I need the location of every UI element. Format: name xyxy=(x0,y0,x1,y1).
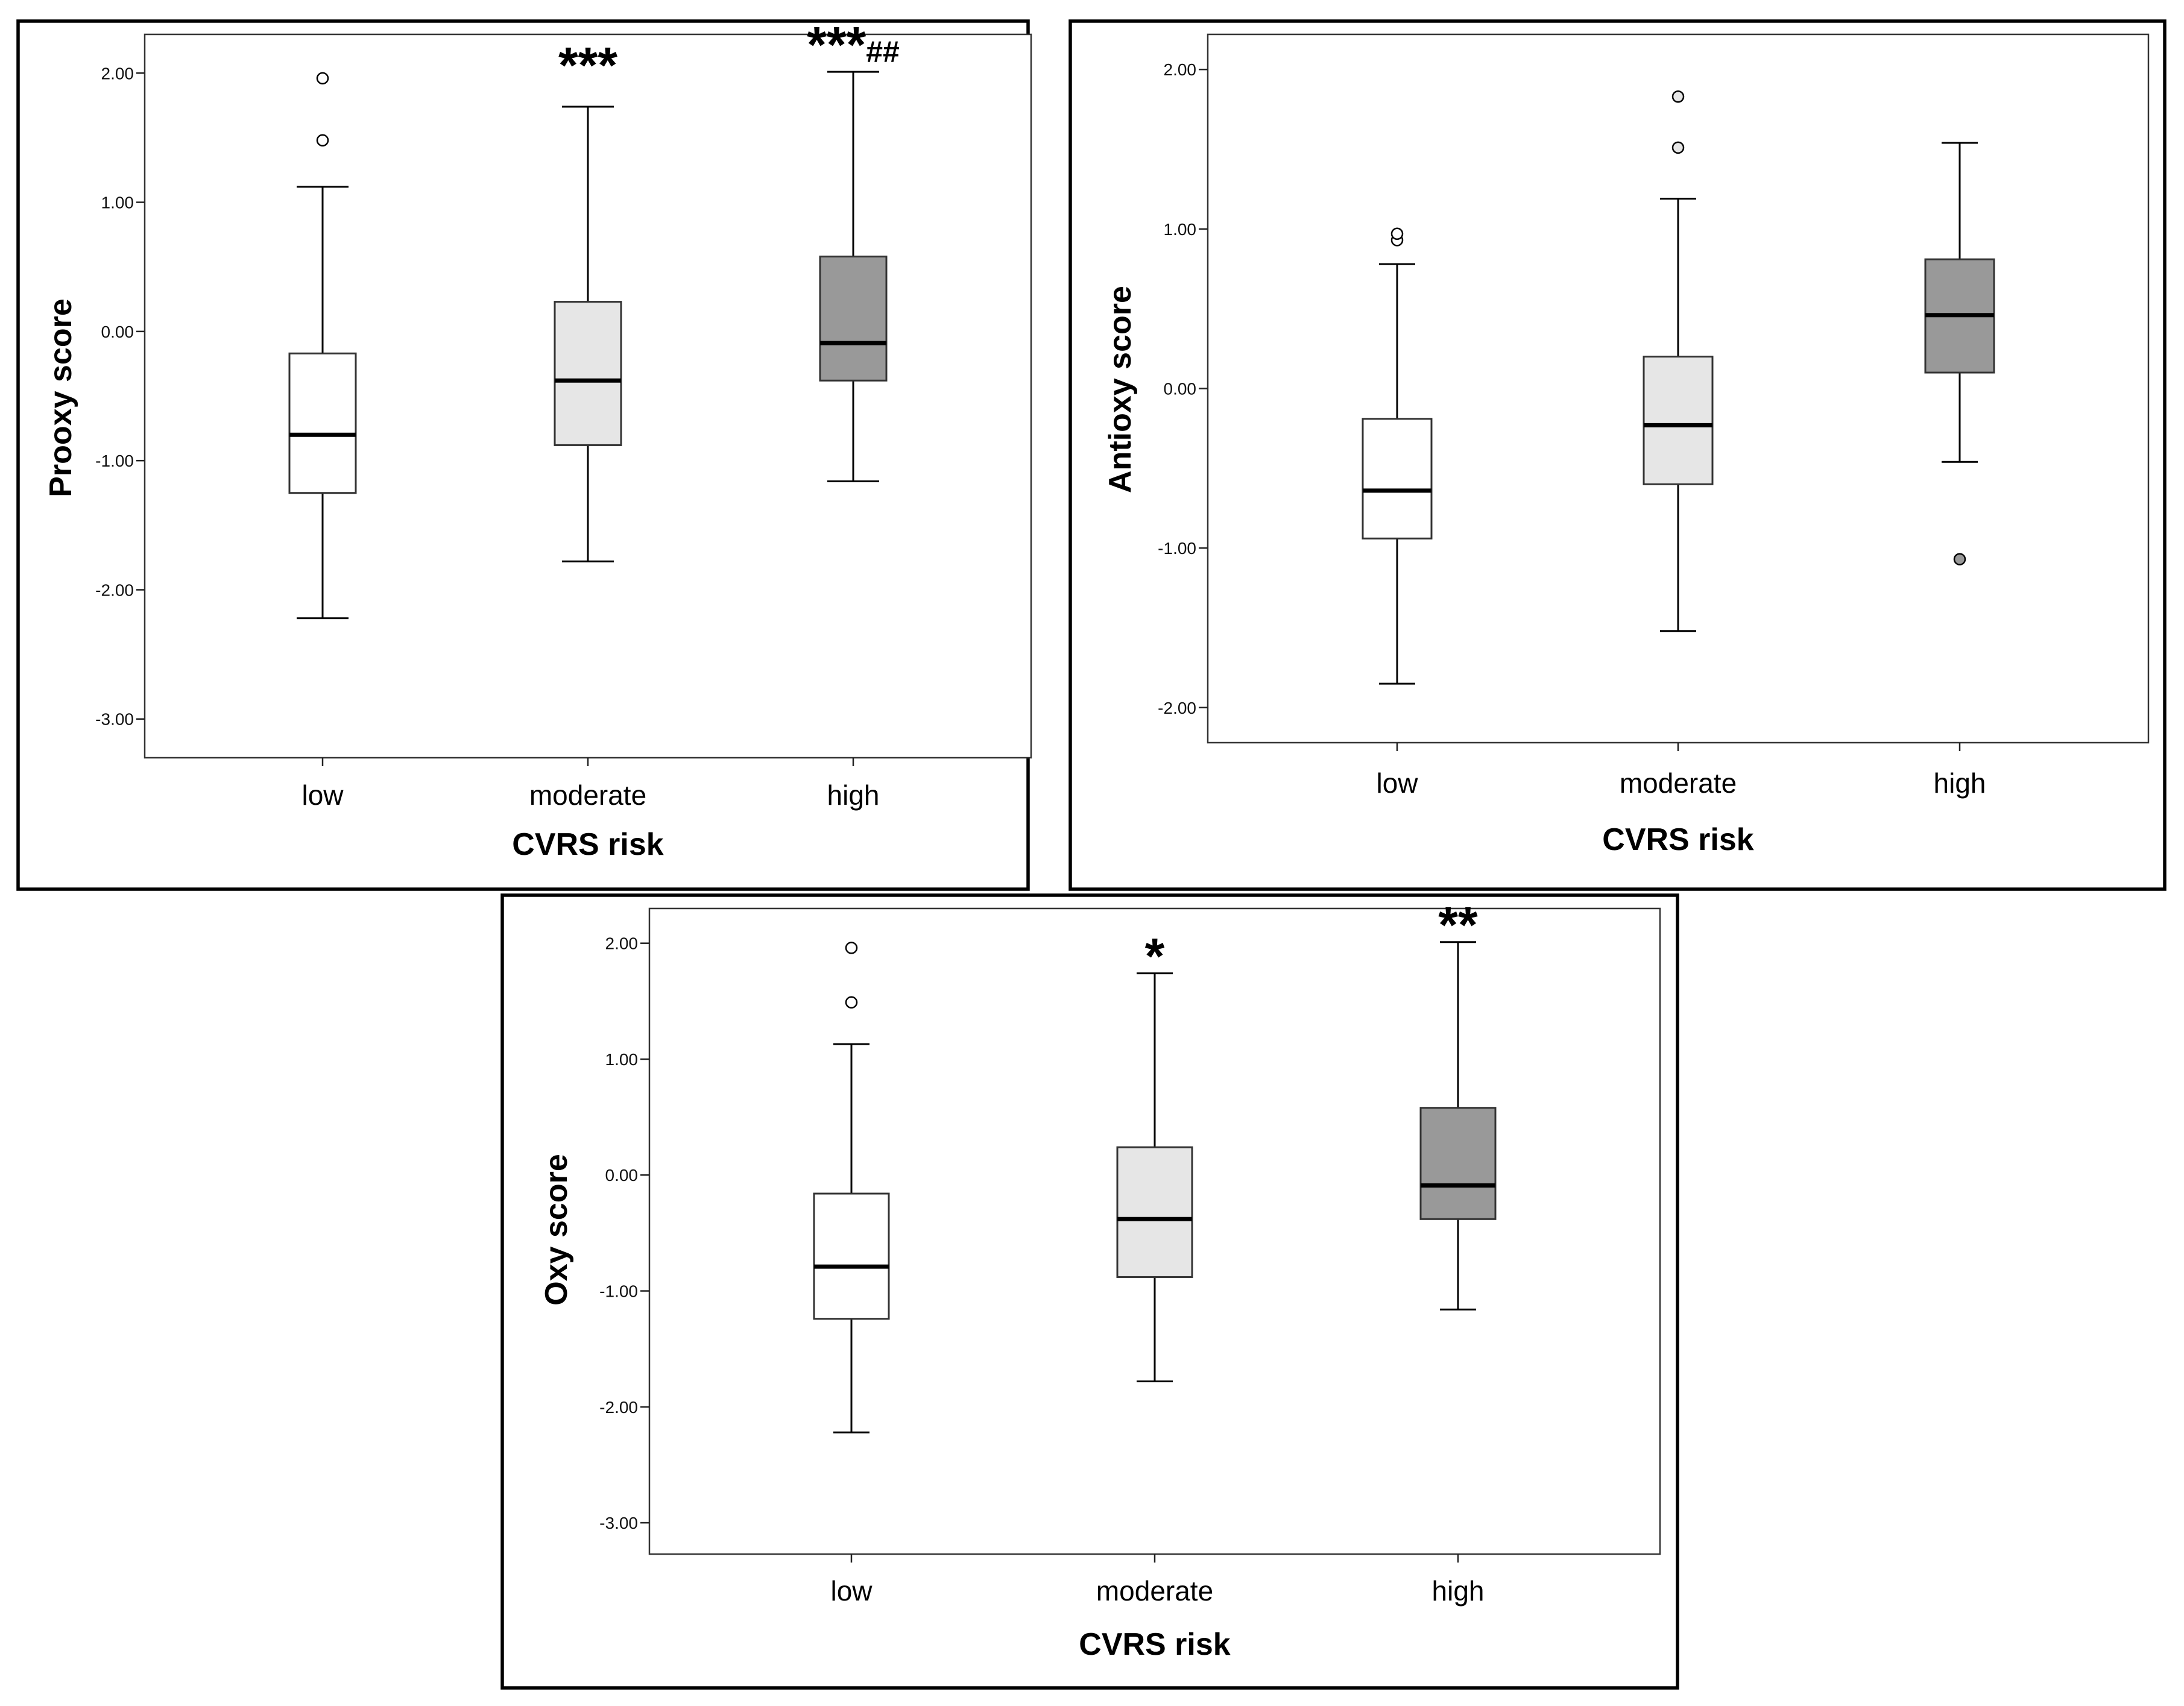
prooxy-x-tick-label-moderate: moderate xyxy=(529,779,646,811)
oxy-significance-stars-moderate: * xyxy=(1145,928,1165,984)
prooxy-y-tick-label: 2.00 xyxy=(101,64,134,83)
oxy-significance-moderate: * xyxy=(1145,928,1165,984)
prooxy-iqr-box-high xyxy=(819,256,888,382)
antioxy-y-tick-label: 0.00 xyxy=(1164,380,1197,398)
oxy-y-tick-label: 1.00 xyxy=(605,1050,639,1069)
oxy-x-axis-title: CVRS risk xyxy=(1079,1627,1231,1662)
oxy-iqr-box-low xyxy=(813,1192,890,1320)
antioxy-iqr-box-low xyxy=(1362,418,1433,540)
oxy-iqr-box-moderate xyxy=(1116,1146,1193,1278)
prooxy-iqr-box-moderate xyxy=(554,301,622,446)
antioxy-x-axis-title: CVRS risk xyxy=(1602,822,1754,857)
oxy-x-tick-label-low: low xyxy=(830,1575,873,1607)
antioxy-iqr-box-moderate xyxy=(1643,356,1714,485)
prooxy-significance-stars-high: *** xyxy=(807,16,866,73)
oxy-y-tick-label: -3.00 xyxy=(599,1514,638,1532)
oxy-y-tick-label: -1.00 xyxy=(599,1282,638,1301)
oxy-y-axis-title: Oxy score xyxy=(539,1154,574,1306)
antioxy-y-tick-label: -1.00 xyxy=(1158,539,1196,558)
antioxy-y-tick-label: 1.00 xyxy=(1164,220,1197,239)
oxy-outlier-low-0 xyxy=(845,996,858,1009)
prooxy-outlier-low-1 xyxy=(316,72,329,85)
oxy-panel: 2.00 1.00 0.00 -1.00 -2.00 -3.00 Oxy score low m… xyxy=(500,893,1679,1690)
prooxy-significance-high: ***## xyxy=(807,16,900,73)
oxy-y-tick-label: 0.00 xyxy=(605,1166,639,1185)
prooxy-y-tick-label: 0.00 xyxy=(101,323,134,341)
prooxy-iqr-box-low xyxy=(288,352,357,494)
antioxy-x-tick-label-low: low xyxy=(1376,767,1418,799)
oxy-significance-high: ** xyxy=(1438,896,1478,953)
prooxy-panel: 2.00 1.00 0.00 -1.00 -2.00 -3.00 Prooxy score l… xyxy=(16,16,1032,891)
antioxy-x-tick-label-high: high xyxy=(1934,767,1986,799)
prooxy-significance-stars-moderate: *** xyxy=(558,37,617,93)
oxy-x-tick-label-moderate: moderate xyxy=(1096,1575,1213,1607)
prooxy-y-axis-title: Prooxy score xyxy=(43,298,78,497)
oxy-outlier-low-1 xyxy=(845,942,858,954)
oxy-significance-stars-high: ** xyxy=(1438,896,1478,953)
prooxy-significance-moderate: *** xyxy=(558,37,617,93)
antioxy-panel: 2.00 1.00 0.00 -1.00 -2.00 Antioxy score low mo… xyxy=(1068,19,2167,891)
prooxy-x-tick-label-low: low xyxy=(301,779,344,811)
prooxy-y-tick-label: -2.00 xyxy=(95,581,134,599)
prooxy-outlier-low-0 xyxy=(316,134,329,146)
antioxy-outlier-moderate-1 xyxy=(1671,90,1685,103)
antioxy-x-tick-label-moderate: moderate xyxy=(1620,767,1737,799)
antioxy-box-high xyxy=(1924,142,1995,565)
antioxy-y-tick-label: 2.00 xyxy=(1164,60,1197,79)
antioxy-outlier-high-0 xyxy=(1953,553,1966,565)
prooxy-significance-hash-high: ## xyxy=(866,35,900,69)
prooxy-x-tick-label-high: high xyxy=(827,779,880,811)
antioxy-y-tick-label: -2.00 xyxy=(1158,699,1196,717)
antioxy-outlier-low-1 xyxy=(1390,227,1404,241)
prooxy-y-tick-label: 1.00 xyxy=(101,194,134,212)
oxy-iqr-box-high xyxy=(1419,1107,1497,1220)
oxy-y-tick-label: -2.00 xyxy=(599,1398,638,1417)
prooxy-box-low xyxy=(288,72,357,620)
oxy-box-high xyxy=(1419,941,1497,1311)
prooxy-box-high xyxy=(819,71,888,482)
antioxy-box-low xyxy=(1362,227,1433,685)
antioxy-outlier-moderate-0 xyxy=(1671,141,1685,154)
antioxy-y-axis-title: Antioxy score xyxy=(1103,286,1138,493)
prooxy-y-tick-label: -1.00 xyxy=(95,452,134,470)
prooxy-y-tick-label: -3.00 xyxy=(95,710,134,729)
oxy-box-moderate xyxy=(1116,972,1193,1383)
antioxy-box-moderate xyxy=(1643,90,1714,632)
oxy-y-tick-label: 2.00 xyxy=(605,934,639,953)
prooxy-x-axis-title: CVRS risk xyxy=(512,827,664,862)
oxy-x-tick-label-high: high xyxy=(1432,1575,1485,1607)
prooxy-box-moderate xyxy=(554,105,622,562)
oxy-box-low xyxy=(813,942,890,1434)
